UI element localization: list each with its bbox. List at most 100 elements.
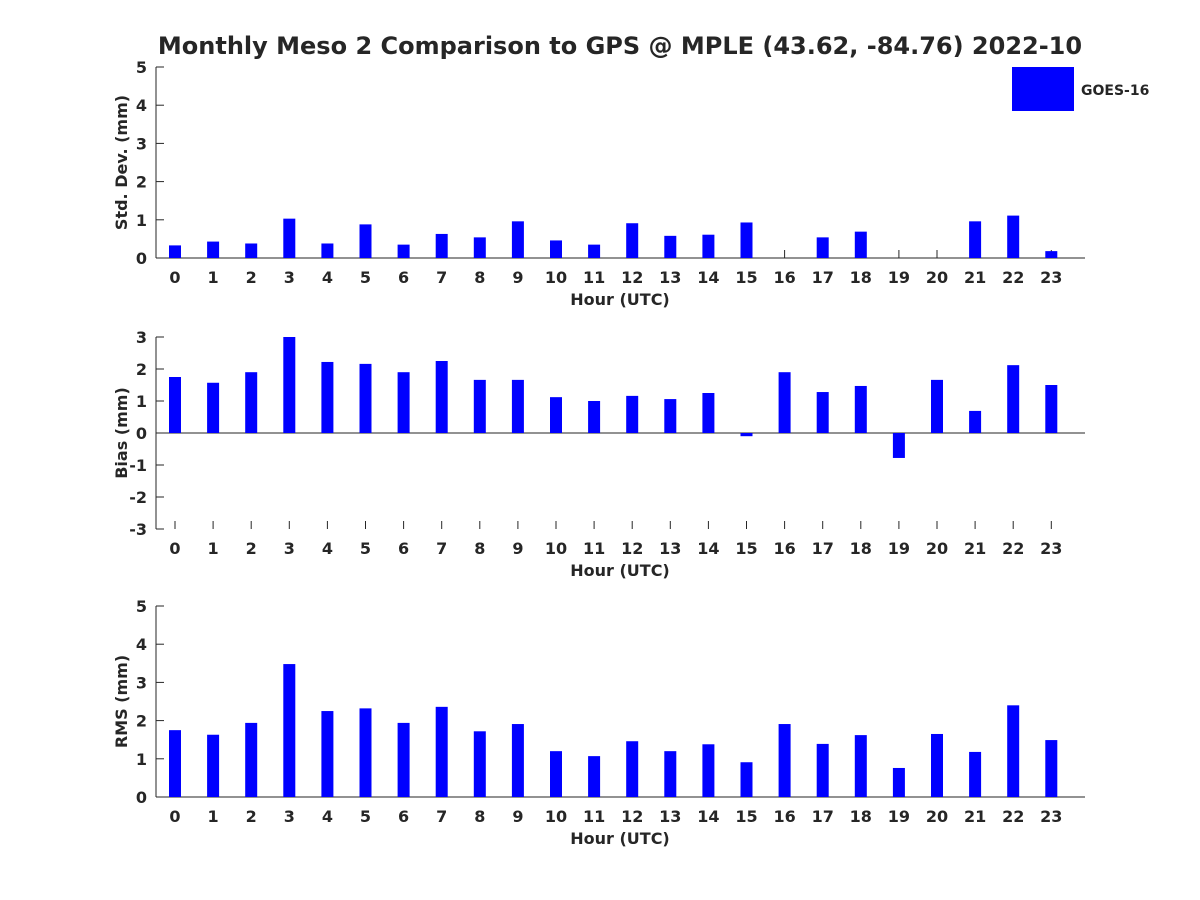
y-tick-label: 5 bbox=[136, 597, 147, 616]
x-tick-label: 17 bbox=[812, 539, 834, 558]
y-tick-label: 0 bbox=[136, 788, 147, 807]
x-tick-label: 20 bbox=[926, 807, 948, 826]
bar-hour-17 bbox=[816, 743, 829, 797]
bar-hour-22 bbox=[1007, 215, 1020, 258]
bar-hour-11 bbox=[588, 244, 601, 258]
x-tick-label: 15 bbox=[735, 268, 757, 287]
x-tick-label: 13 bbox=[659, 268, 681, 287]
bar-hour-14 bbox=[702, 744, 715, 797]
x-tick-label: 18 bbox=[850, 268, 872, 287]
x-tick-label: 23 bbox=[1040, 539, 1062, 558]
y-tick-label: 1 bbox=[136, 392, 147, 411]
bar-hour-6 bbox=[397, 372, 410, 433]
bar-hour-9 bbox=[511, 379, 524, 433]
y-tick-label: 3 bbox=[136, 673, 147, 692]
y-tick-label: 1 bbox=[136, 211, 147, 230]
bar-hour-0 bbox=[169, 377, 181, 433]
x-tick-label: 11 bbox=[583, 539, 605, 558]
x-tick-label: 19 bbox=[888, 539, 910, 558]
x-tick-label: 13 bbox=[659, 539, 681, 558]
x-tick-label: 2 bbox=[246, 268, 257, 287]
x-tick-label: 10 bbox=[545, 807, 567, 826]
y-tick-label: 3 bbox=[136, 328, 147, 347]
bar-hour-3 bbox=[283, 218, 296, 258]
x-tick-label: 5 bbox=[360, 807, 371, 826]
x-tick-label: 5 bbox=[360, 539, 371, 558]
bar-hour-7 bbox=[435, 233, 448, 258]
bar-hour-1 bbox=[207, 382, 220, 433]
x-tick-label: 20 bbox=[926, 268, 948, 287]
bar-hour-6 bbox=[397, 722, 410, 797]
legend: GOES-16 bbox=[1012, 67, 1149, 111]
bar-hour-12 bbox=[626, 741, 639, 797]
x-tick-label: 7 bbox=[436, 539, 447, 558]
x-tick-label: 19 bbox=[888, 268, 910, 287]
x-tick-label: 3 bbox=[284, 539, 295, 558]
bar-hour-12 bbox=[626, 395, 639, 433]
x-tick-label: 11 bbox=[583, 807, 605, 826]
legend-swatch bbox=[1012, 67, 1074, 111]
x-tick-label: 17 bbox=[812, 807, 834, 826]
x-tick-label: 5 bbox=[360, 268, 371, 287]
x-tick-label: 19 bbox=[888, 807, 910, 826]
x-tick-label: 21 bbox=[964, 268, 986, 287]
bar-hour-6 bbox=[397, 244, 410, 258]
x-tick-label: 1 bbox=[208, 807, 219, 826]
bar-hour-11 bbox=[588, 756, 601, 797]
bar-hour-20 bbox=[931, 733, 943, 797]
y-tick-label: 0 bbox=[136, 424, 147, 443]
bar-hour-10 bbox=[550, 751, 562, 797]
x-tick-label: 21 bbox=[964, 539, 986, 558]
bar-hour-21 bbox=[969, 410, 982, 433]
bar-hour-5 bbox=[359, 708, 372, 797]
bar-hour-18 bbox=[854, 735, 867, 797]
bar-hour-2 bbox=[245, 722, 258, 797]
x-tick-label: 18 bbox=[850, 539, 872, 558]
bar-hour-8 bbox=[473, 379, 486, 433]
bar-hour-15 bbox=[740, 222, 753, 258]
bar-hour-11 bbox=[588, 401, 601, 433]
x-tick-label: 8 bbox=[474, 807, 485, 826]
bar-hour-23 bbox=[1045, 251, 1058, 258]
x-tick-label: 12 bbox=[621, 539, 643, 558]
x-tick-label: 12 bbox=[621, 268, 643, 287]
bar-hour-7 bbox=[435, 706, 448, 797]
x-tick-label: 6 bbox=[398, 807, 409, 826]
bar-hour-19 bbox=[892, 767, 905, 797]
x-tick-label: 21 bbox=[964, 807, 986, 826]
bar-hour-22 bbox=[1007, 705, 1020, 797]
bar-hour-2 bbox=[245, 372, 258, 433]
bar-hour-15 bbox=[740, 762, 753, 797]
bar-hour-17 bbox=[816, 392, 829, 433]
y-tick-label: 0 bbox=[136, 249, 147, 268]
x-tick-label: 2 bbox=[246, 539, 257, 558]
bar-hour-19 bbox=[892, 433, 905, 458]
bar-hour-21 bbox=[969, 221, 982, 258]
y-tick-label: 2 bbox=[136, 712, 147, 731]
x-tick-label: 15 bbox=[735, 807, 757, 826]
bar-hour-8 bbox=[473, 731, 486, 797]
x-tick-label: 17 bbox=[812, 268, 834, 287]
x-tick-label: 7 bbox=[436, 268, 447, 287]
x-tick-label: 9 bbox=[512, 539, 523, 558]
x-tick-label: 15 bbox=[735, 539, 757, 558]
x-tick-label: 4 bbox=[322, 539, 333, 558]
bar-hour-5 bbox=[359, 224, 372, 258]
bar-hour-4 bbox=[321, 361, 334, 433]
bar-hour-21 bbox=[969, 751, 982, 797]
bar-hour-13 bbox=[664, 399, 677, 433]
x-tick-label: 4 bbox=[322, 268, 333, 287]
x-tick-label: 18 bbox=[850, 807, 872, 826]
bar-hour-15 bbox=[740, 433, 753, 437]
x-tick-label: 1 bbox=[208, 268, 219, 287]
bar-hour-14 bbox=[702, 234, 715, 258]
x-tick-label: 2 bbox=[246, 807, 257, 826]
x-tick-label: 8 bbox=[474, 539, 485, 558]
bar-hour-18 bbox=[854, 231, 867, 258]
x-tick-label: 11 bbox=[583, 268, 605, 287]
x-tick-label: 16 bbox=[773, 807, 795, 826]
x-tick-label: 22 bbox=[1002, 268, 1024, 287]
